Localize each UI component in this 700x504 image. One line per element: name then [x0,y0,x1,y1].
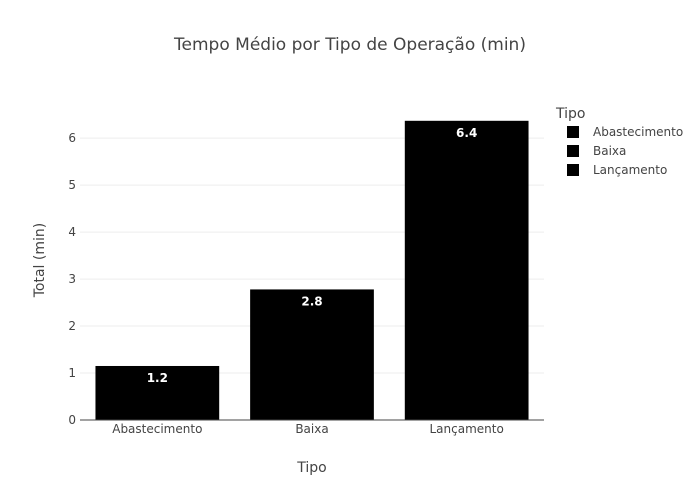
data-labels: 1.2 2.8 6.4 [147,126,478,385]
legend-label: Baixa [593,144,626,158]
y-tick-label: 0 [68,413,76,427]
bars [95,120,529,420]
legend-title: Tipo [555,106,585,122]
legend-item[interactable]: Abastecimento [567,125,683,139]
legend-swatch [567,164,579,176]
y-tick-label: 2 [68,319,76,333]
y-tick-label: 6 [68,131,76,145]
bar-1 [250,289,374,420]
y-axis-title: Total (min) [32,223,48,298]
y-tick-label: 4 [68,225,76,239]
x-tick-label: Abastecimento [112,422,202,436]
bar-0 [95,365,220,420]
x-tick-label: Baixa [295,422,328,436]
legend-items: Abastecimento Baixa Lançamento [567,125,683,177]
legend-label: Lançamento [593,163,667,177]
legend-swatch [567,145,579,157]
y-tick-label: 5 [68,178,76,192]
y-tick-label: 1 [68,366,76,380]
legend-label: Abastecimento [593,125,683,139]
data-label: 6.4 [456,126,477,140]
y-tick-labels: 0 1 2 3 4 5 6 [68,131,76,427]
legend-item[interactable]: Lançamento [567,163,667,177]
data-label: 1.2 [147,371,168,385]
legend: Tipo Abastecimento Baixa Lançamento [555,106,683,177]
y-tick-label: 3 [68,272,76,286]
x-tick-label: Lançamento [430,422,504,436]
bar-2 [404,120,529,420]
legend-swatch [567,126,579,138]
legend-item[interactable]: Baixa [567,144,626,158]
x-axis-title: Tipo [296,460,326,476]
data-label: 2.8 [301,294,322,308]
chart-title: Tempo Médio por Tipo de Operação (min) [173,35,526,55]
x-tick-labels: Abastecimento Baixa Lançamento [112,422,504,436]
